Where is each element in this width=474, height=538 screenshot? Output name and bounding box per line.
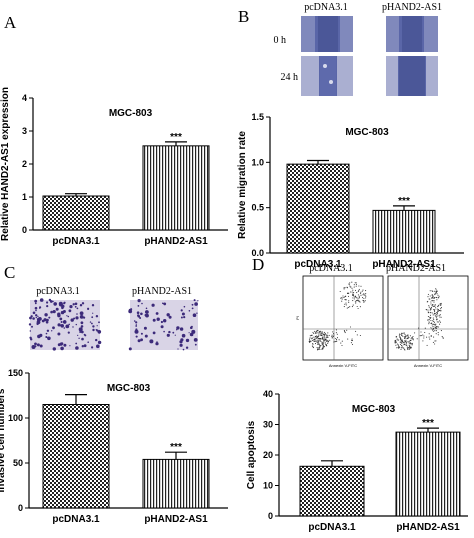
transwell-images: pcDNA3.1 pHAND2-AS1 bbox=[28, 286, 199, 351]
chart-relative-expression: MGC-803 Relative HAND2-AS1 expression 0 1 2 3… bbox=[0, 87, 228, 247]
significance-marker: *** bbox=[398, 196, 410, 207]
bar-pcdna3-1 bbox=[42, 404, 110, 509]
y-tick-label: 0 bbox=[268, 511, 273, 521]
flow-x-axis-label: Annexin V-FITC bbox=[414, 363, 442, 368]
panel-label-b: B bbox=[238, 7, 249, 26]
bar-pcdna3-1 bbox=[286, 163, 350, 254]
y-tick-label: 2 bbox=[22, 159, 27, 169]
image-row-label-0h: 0 h bbox=[274, 35, 287, 46]
category-label-phand2-as1: pHAND2-AS1 bbox=[372, 259, 436, 270]
bar-phand2-as1 bbox=[142, 145, 210, 231]
y-tick-label: 10 bbox=[263, 481, 273, 491]
image-column-label-phand2: pHAND2-AS1 bbox=[382, 2, 442, 13]
micrograph-transwell-phand2 bbox=[128, 299, 199, 351]
significance-marker: *** bbox=[170, 442, 182, 453]
category-label-pcdna3-1: pcDNA3.1 bbox=[52, 236, 100, 247]
micrograph-phand2-0h bbox=[386, 16, 438, 52]
chart-title: MGC-803 bbox=[345, 127, 389, 138]
bar-pcdna3-1 bbox=[299, 465, 365, 517]
y-tick-label: 100 bbox=[8, 413, 23, 423]
y-tick-label: 4 bbox=[22, 93, 27, 103]
significance-marker: *** bbox=[422, 418, 434, 429]
category-label-phand2-as1: pHAND2-AS1 bbox=[144, 236, 208, 247]
chart-title: MGC-803 bbox=[109, 108, 153, 119]
bar-phand2-as1 bbox=[372, 209, 436, 254]
bar-phand2-as1 bbox=[395, 431, 461, 517]
y-tick-label: 1 bbox=[22, 192, 27, 202]
flow-cytometry-plots: pcDNA3.1 pHAND2-AS1 PI Annexin V-FITC An… bbox=[295, 263, 469, 368]
y-axis-label: Cell apoptosis bbox=[246, 420, 257, 489]
y-tick-label: 0.0 bbox=[251, 248, 264, 258]
y-tick-label: 1.0 bbox=[251, 157, 264, 167]
y-tick-label: 0 bbox=[18, 503, 23, 513]
chart-invasive-cells: MGC-803 Invasive cell numbers 0 50 100 150 pcD… bbox=[0, 368, 228, 525]
image-column-label-phand2: pHAND2-AS1 bbox=[386, 263, 446, 274]
bar-phand2-as1 bbox=[142, 458, 210, 509]
y-tick-label: 150 bbox=[8, 368, 23, 378]
bar-pcdna3-1 bbox=[42, 195, 110, 231]
micrograph-pcdna-24h bbox=[301, 56, 353, 96]
panel-label-a: A bbox=[4, 13, 17, 32]
category-label-phand2-as1: pHAND2-AS1 bbox=[144, 514, 208, 525]
flow-x-axis-label: Annexin V-FITC bbox=[329, 363, 357, 368]
y-axis-label: Relative HAND2-AS1 expression bbox=[0, 87, 11, 241]
y-tick-label: 1.5 bbox=[251, 112, 264, 122]
category-label-phand2-as1: pHAND2-AS1 bbox=[396, 522, 460, 533]
image-column-label-pcdna: pcDNA3.1 bbox=[309, 263, 353, 274]
panel-label-c: C bbox=[4, 263, 15, 282]
y-tick-label: 30 bbox=[263, 420, 273, 430]
category-label-pcdna3-1: pcDNA3.1 bbox=[52, 514, 100, 525]
micrograph-phand2-24h bbox=[386, 56, 438, 96]
image-column-label-phand2: pHAND2-AS1 bbox=[132, 286, 192, 297]
y-tick-label: 3 bbox=[22, 126, 27, 136]
y-tick-label: 0 bbox=[22, 225, 27, 235]
micrograph-transwell-pcdna bbox=[28, 298, 102, 351]
category-label-pcdna3-1: pcDNA3.1 bbox=[308, 522, 356, 533]
image-row-label-24h: 24 h bbox=[281, 72, 299, 83]
y-axis-label: Invasive cell numbers bbox=[0, 388, 7, 492]
category-label-pcdna3-1: pcDNA3.1 bbox=[294, 259, 342, 270]
flow-plot-phand2: Annexin V-FITC bbox=[387, 275, 469, 368]
image-column-label-pcdna: pcDNA3.1 bbox=[36, 286, 80, 297]
flow-y-axis-label: PI bbox=[295, 316, 300, 320]
micrograph-pcdna-0h bbox=[301, 16, 353, 52]
y-tick-label: 40 bbox=[263, 389, 273, 399]
chart-cell-apoptosis: MGC-803 Cell apoptosis 0 10 20 30 40 pcDNA3.1 **… bbox=[246, 389, 468, 533]
image-column-label-pcdna: pcDNA3.1 bbox=[304, 2, 348, 13]
wound-healing-images: pcDNA3.1 pHAND2-AS1 0 h 24 h bbox=[274, 2, 442, 96]
y-tick-label: 0.5 bbox=[251, 203, 264, 213]
flow-plot-pcdna: PI Annexin V-FITC bbox=[295, 275, 384, 368]
chart-title: MGC-803 bbox=[352, 404, 396, 415]
chart-title: MGC-803 bbox=[107, 383, 151, 394]
y-axis-label: Relative migration rate bbox=[237, 131, 248, 239]
y-tick-label: 50 bbox=[13, 458, 23, 468]
panel-label-d: D bbox=[252, 255, 264, 274]
significance-marker: *** bbox=[170, 132, 182, 143]
y-tick-label: 20 bbox=[263, 450, 273, 460]
